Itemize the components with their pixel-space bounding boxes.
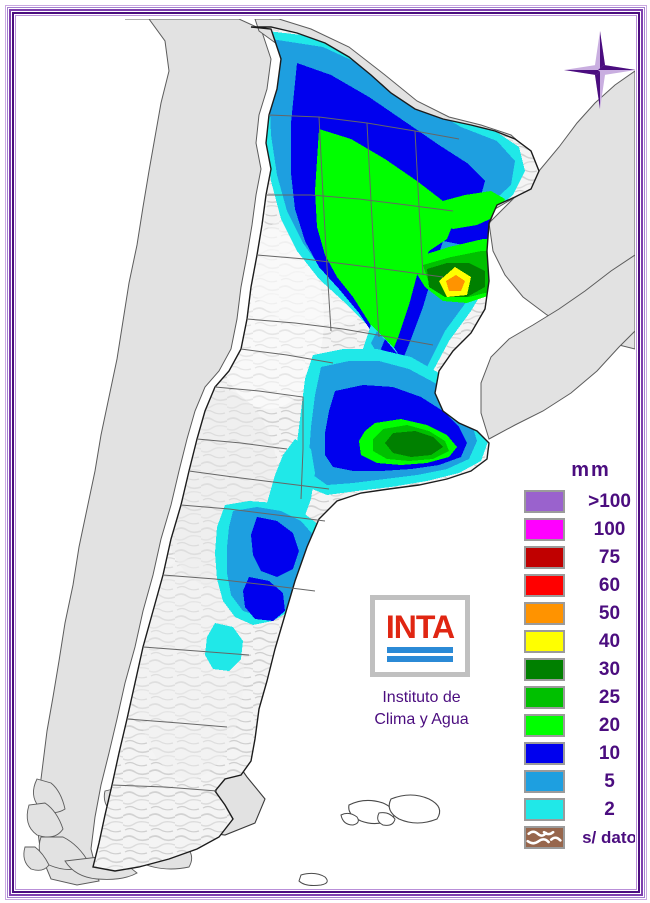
inta-logo: INTA [370, 595, 470, 677]
legend-unit-label: mm [571, 459, 611, 481]
band-20mm-ne-arm [435, 191, 505, 229]
legend-swatch [524, 769, 565, 793]
legend-row: 20 [524, 712, 635, 738]
malvinas-islands [340, 794, 441, 826]
inta-bar-1 [387, 647, 453, 653]
legend: mm >100 100 75 60 50 40 30 25 20 10 5 2 s/ dato [524, 459, 635, 852]
argentina-precipitation-map [19, 19, 635, 888]
legend-swatch [524, 741, 565, 765]
south-atlantic-islets [298, 872, 328, 886]
legend-swatch [524, 573, 565, 597]
map-canvas: INTA Instituto de Clima y Agua mm >100 10… [19, 19, 635, 888]
inta-wordmark: INTA [385, 609, 455, 645]
inta-bar-2 [387, 656, 453, 662]
legend-row: 100 [524, 516, 635, 542]
legend-label: 60 [598, 574, 621, 596]
legend-swatch [524, 517, 565, 541]
legend-label: 20 [598, 714, 621, 736]
legend-row: 25 [524, 684, 635, 710]
legend-swatch [524, 545, 565, 569]
legend-swatch [524, 713, 565, 737]
legend-row: 60 [524, 572, 635, 598]
legend-label: 2 [604, 798, 615, 820]
band-10mm-patagonia-s [243, 577, 285, 621]
legend-rows: >100 100 75 60 50 40 30 25 20 10 5 2 s/ dato [524, 488, 635, 850]
inta-caption-line1: Instituto de [382, 689, 461, 706]
band-30mm-pampas [385, 431, 443, 457]
legend-swatch [524, 629, 565, 653]
legend-row: 50 [524, 600, 635, 626]
legend-row: 30 [524, 656, 635, 682]
legend-row: 2 [524, 796, 635, 822]
inta-caption: Instituto de Clima y Agua [344, 687, 499, 731]
legend-row: 40 [524, 628, 635, 654]
legend-label: 25 [598, 686, 621, 708]
inta-caption-line2: Clima y Agua [374, 711, 469, 728]
legend-label: 5 [604, 770, 615, 792]
legend-label: 30 [598, 658, 621, 680]
legend-row: 10 [524, 740, 635, 766]
legend-label: 75 [598, 546, 621, 568]
band-10mm-patagonia-n [251, 517, 299, 577]
band-2mm-patagonia-south [205, 623, 243, 671]
inta-logo-inner: INTA [375, 600, 465, 672]
legend-row: >100 [524, 488, 635, 514]
legend-swatch [524, 489, 565, 513]
legend-label: 40 [598, 630, 621, 652]
legend-row: 75 [524, 544, 635, 570]
legend-swatch [524, 797, 565, 821]
argentina-outline [92, 26, 540, 872]
legend-row: s/ dato [524, 824, 635, 850]
legend-swatch [524, 825, 565, 849]
band-50mm-hotspot [446, 275, 465, 291]
no-data-hatch-icon [526, 827, 563, 847]
legend-label: s/ dato [582, 827, 635, 847]
legend-label: >100 [588, 490, 631, 512]
legend-label: 10 [598, 742, 621, 764]
legend-row: 5 [524, 768, 635, 794]
legend-label: 50 [598, 602, 621, 624]
band-20mm-north [315, 129, 455, 355]
legend-swatch [524, 601, 565, 625]
legend-swatch [524, 685, 565, 709]
compass-rose [564, 31, 635, 109]
legend-label: 100 [593, 518, 626, 540]
legend-swatch [524, 657, 565, 681]
